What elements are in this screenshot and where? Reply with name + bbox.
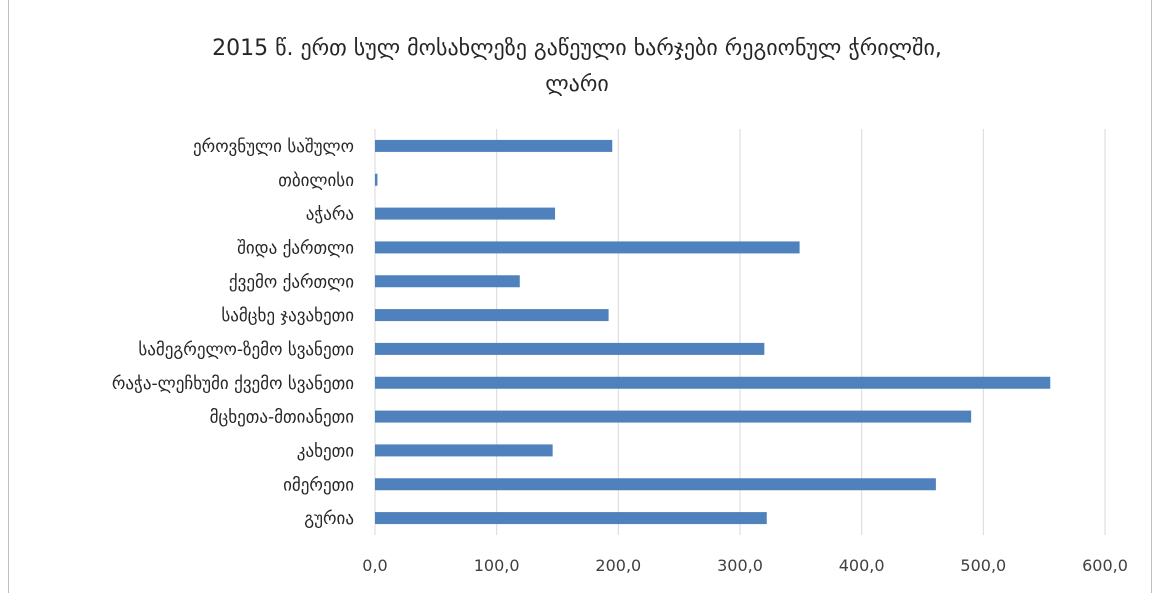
x-tick-label: 300,0 (717, 556, 763, 575)
category-label: სამცხე ჯავახეთი (221, 306, 354, 326)
bar (375, 376, 1051, 389)
chart-title-line2: ლარი (545, 72, 609, 97)
x-tick-label: 600,0 (1082, 556, 1128, 575)
category-label: იმერეთი (283, 475, 354, 495)
category-label: სამეგრელო-ზემო სვანეთი (138, 340, 354, 360)
category-label: აჭარა (306, 205, 354, 225)
category-label: შიდა ქართლი (237, 238, 354, 258)
category-label: თბილისი (278, 171, 354, 191)
bar (375, 241, 800, 254)
bar (375, 275, 520, 288)
bar (375, 207, 556, 220)
bar (375, 512, 767, 525)
x-tick-label: 0,0 (362, 556, 387, 575)
x-tick-label: 200,0 (595, 556, 641, 575)
bar (375, 342, 765, 355)
category-label: მცხეთა-მთიანეთი (210, 408, 354, 428)
bar (375, 410, 972, 423)
category-label: გურია (304, 509, 354, 529)
x-tick-label: 500,0 (960, 556, 1006, 575)
bar (375, 139, 613, 152)
category-label: რაჭა-ლეჩხუმი ქვემო სვანეთი (112, 374, 354, 394)
category-label: ქვემო ქართლი (229, 272, 354, 292)
x-tick-label: 400,0 (839, 556, 885, 575)
x-tick-label: 100,0 (474, 556, 520, 575)
category-label: ეროვნული საშულო (193, 137, 354, 157)
category-label: კახეთი (297, 441, 354, 461)
chart-frame (8, 0, 1152, 593)
bar (375, 444, 553, 457)
bar (375, 478, 936, 491)
chart-title-line1: 2015 წ. ერთ სულ მოსახლეზე გაწეული ხარჯებ… (212, 36, 942, 61)
bar (375, 173, 378, 186)
bar (375, 309, 609, 322)
